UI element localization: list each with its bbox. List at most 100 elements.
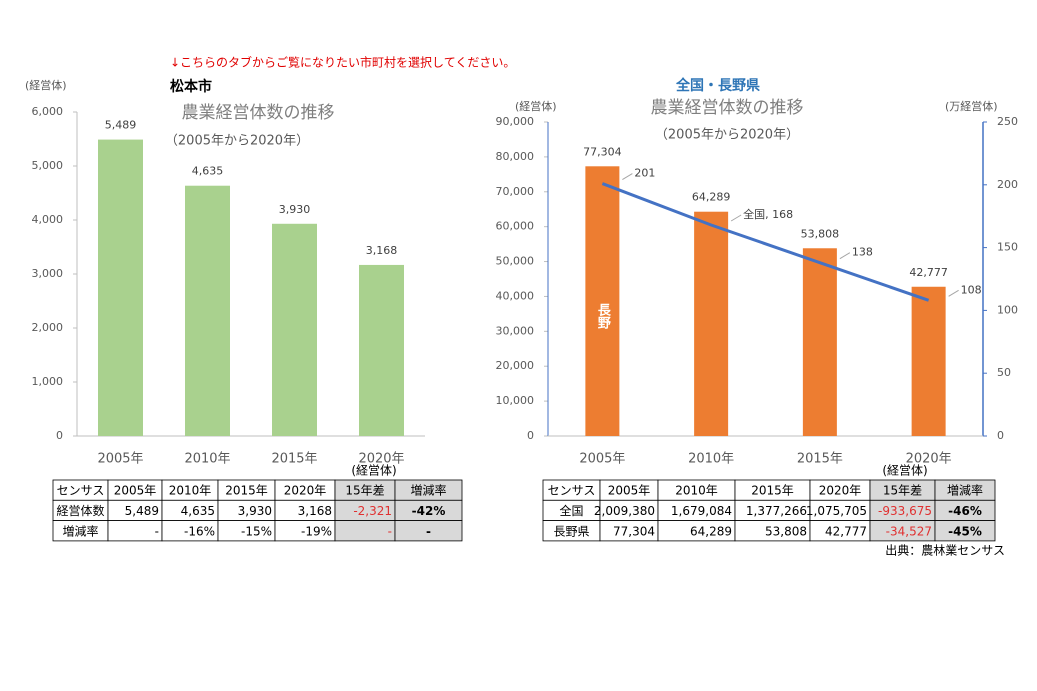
table-text: 77,304 [613,524,655,538]
table-text: 増減率 [62,523,98,538]
y-tick-label: 1,000 [32,375,64,388]
table-cell [334,520,396,542]
y-tick-label: 30,000 [496,324,535,337]
y2-tick-label: 150 [997,241,1018,254]
table-text: 53,808 [765,524,807,538]
table-text: 2015年 [751,484,794,498]
y2-axis-label: (万経営体) [945,99,998,113]
x-tick-label: 2005年 [579,452,625,467]
leader-line [622,173,633,180]
y-tick-label: 0 [527,429,534,442]
y-tick-label: 3,000 [32,267,64,280]
y-tick-label: 90,000 [496,115,535,128]
table-text: 42,777 [825,524,867,538]
table-text: - [155,524,159,538]
notice: ↓こちらのタブからご覧になりたい市町村を選択してください。 [170,55,515,70]
y-tick-label: 20,000 [496,359,535,372]
data-label: 201 [634,167,655,180]
table-text: 2015年 [225,484,268,498]
source: 出典：農林業センサス [885,544,1005,558]
data-label: 108 [961,283,982,296]
table-text: 4,635 [181,504,215,518]
table-text: 2005年 [608,484,651,498]
x-tick-label: 2010年 [184,452,230,467]
table-text: 64,289 [690,524,732,538]
table-text: -42% [412,504,446,518]
table-text: -16% [184,524,215,538]
chart-subtitle: （2005年から2020年） [165,134,309,149]
chart-title: 農業経営体数の推移 [651,98,804,118]
table-text: 2020年 [284,484,327,498]
table-cell [934,520,996,542]
table-unit: (経営体) [351,464,396,478]
bar [802,248,837,436]
y-tick-label: 0 [56,429,63,442]
table-text: 全国 [559,503,583,518]
line-series [601,182,930,302]
table-text: センサス [548,484,596,498]
data-label: 3,930 [279,203,311,216]
table-text: -45% [948,524,982,538]
table-text: 長野県 [553,524,589,538]
table-cell [394,520,463,542]
data-label: 42,777 [909,266,948,279]
table-text: 15年差 [345,484,384,498]
data-label: 5,489 [105,119,137,132]
y2-tick-label: 100 [997,303,1018,316]
series-label: 長野 [595,303,611,330]
leader-line [730,214,742,222]
bar [585,166,620,437]
data-label: 77,304 [583,145,622,158]
table-text: 2010年 [675,484,718,498]
table-text: センサス [57,484,105,498]
table-text: -19% [301,524,332,538]
bar [694,211,729,436]
bar [98,139,143,436]
table-text: -34,527 [886,524,932,538]
table-text: - [426,524,431,538]
table-text: 3,930 [238,504,272,518]
y-tick-label: 40,000 [496,289,535,302]
y-axis-label: (経営体) [515,99,557,113]
data-label: 3,168 [366,244,398,257]
table-text: 1,679,084 [671,504,732,518]
table-text: 2010年 [169,484,212,498]
table-text: 2005年 [114,484,157,498]
y-tick-label: 5,000 [32,159,64,172]
data-label: 53,808 [801,227,840,240]
table-text: 2020年 [819,484,862,498]
leader-line [948,289,959,297]
y-tick-label: 4,000 [32,213,64,226]
chart-subtitle: （2005年から2020年） [655,128,799,143]
table-text: -2,321 [353,504,392,518]
table-text: 5,489 [125,504,159,518]
x-tick-label: 2020年 [906,452,952,467]
table-text: 経営体数 [56,503,104,518]
y-axis-label: (経営体) [25,78,67,92]
x-tick-label: 2015年 [271,452,317,467]
table-text: -15% [241,524,272,538]
y-tick-label: 70,000 [496,185,535,198]
chart-title: 農業経営体数の推移 [182,103,335,123]
x-tick-label: 2020年 [358,452,404,467]
y-tick-label: 80,000 [496,150,535,163]
table-text: 1,377,266 [746,504,807,518]
data-label: 全国, 168 [743,207,793,221]
data-label: 64,289 [692,191,731,204]
table-text: 3,168 [298,504,332,518]
y-tick-label: 60,000 [496,220,535,233]
table-text: - [388,524,392,538]
data-label: 4,635 [192,165,224,178]
x-tick-label: 2005年 [97,452,143,467]
y-tick-label: 50,000 [496,255,535,268]
y2-tick-label: 0 [997,429,1004,442]
bar [185,185,230,436]
table-text: 1,075,705 [806,504,867,518]
bar [359,264,404,436]
x-tick-label: 2015年 [797,452,843,467]
chart-heading: 全国・長野県 [675,77,760,94]
y2-tick-label: 200 [997,178,1018,191]
y-tick-label: 2,000 [32,321,64,334]
chart-heading: 松本市 [170,78,212,95]
table-text: 増減率 [410,483,446,498]
